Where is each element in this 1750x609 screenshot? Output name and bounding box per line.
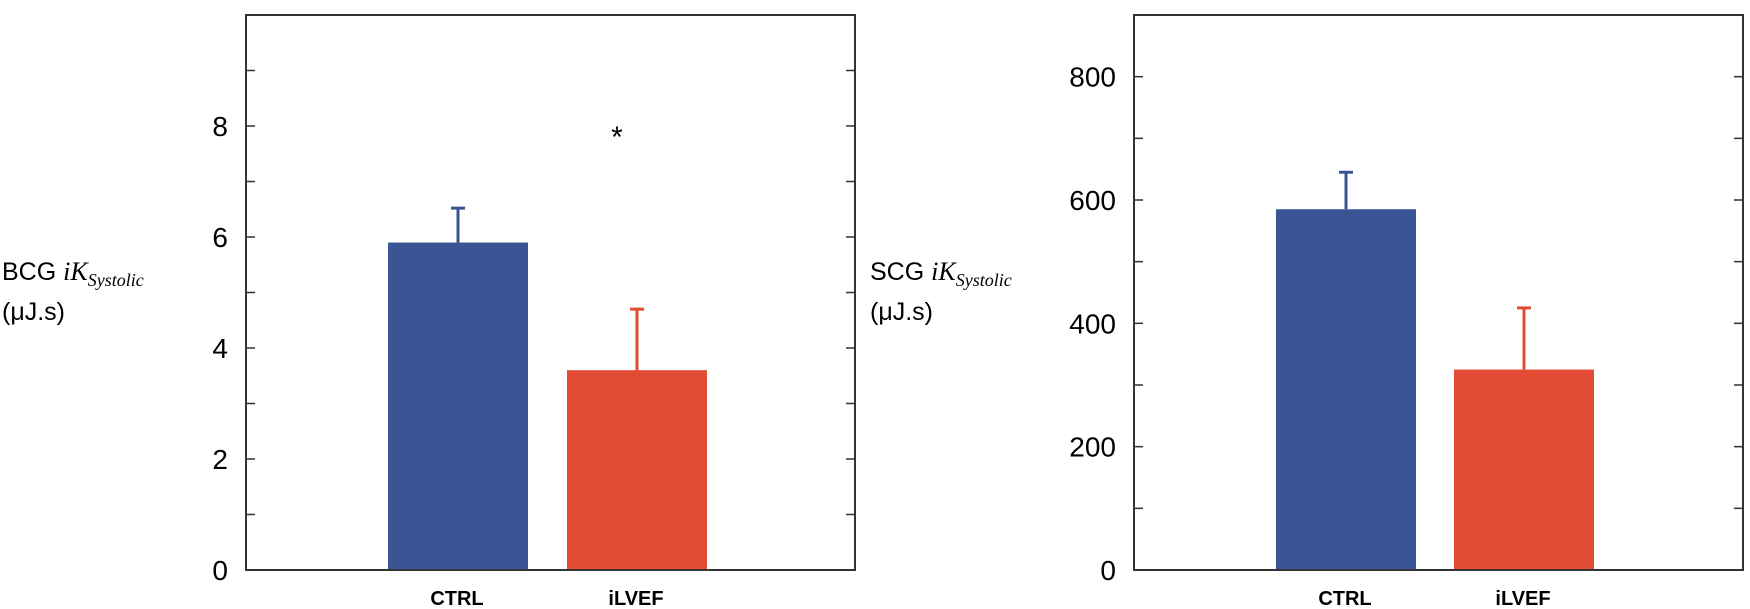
bcg-y-tick-label: 8 bbox=[212, 111, 228, 142]
bcg-annotations: * bbox=[611, 121, 623, 154]
scg-x-tick-label-ilvef: iLVEF bbox=[1495, 588, 1550, 609]
scg-y-axis-label-subscript: Systolic bbox=[956, 270, 1012, 290]
bcg-y-axis-label-math: iK bbox=[63, 257, 89, 286]
bcg-bars bbox=[388, 242, 707, 571]
bcg-y-tick-label: 6 bbox=[212, 222, 228, 253]
scg-bar-ilvef bbox=[1454, 369, 1594, 570]
bcg-significance-marker: * bbox=[611, 121, 623, 154]
scg-x-tick-label-ctrl: CTRL bbox=[1318, 588, 1371, 609]
scg-y-axis-label: SCG iKSystolic bbox=[870, 257, 1012, 290]
bcg-bar-ilvef bbox=[567, 370, 707, 570]
scg-error-bars bbox=[1339, 170, 1531, 370]
bcg-y-tick-label: 0 bbox=[212, 555, 228, 586]
scg-y-axis-label-main: SCG bbox=[870, 258, 931, 286]
scg-bar-ctrl bbox=[1276, 209, 1416, 570]
bcg-y-ticks: 0 2 4 6 8 bbox=[212, 14, 855, 586]
scg-y-tick-label: 600 bbox=[1069, 185, 1116, 216]
scg-y-axis-unit: (μJ.s) bbox=[870, 298, 933, 326]
bcg-y-axis-label: BCG iKSystolic bbox=[2, 257, 144, 290]
bcg-error-bars bbox=[451, 206, 644, 371]
scg-y-axis-label-math: iK bbox=[931, 257, 957, 286]
scg-y-tick-label: 200 bbox=[1069, 432, 1116, 463]
bcg-chart: BCG iKSystolic (μJ.s) 0 2 4 6 8 CTRL iLVEF * bbox=[2, 14, 856, 609]
bcg-y-tick-label: 4 bbox=[212, 333, 228, 364]
scg-y-tick-label: 0 bbox=[1100, 555, 1116, 586]
bcg-plot-frame bbox=[245, 14, 856, 571]
scg-chart: SCG iKSystolic (μJ.s) 0 200 400 600 800 CTRL… bbox=[870, 14, 1744, 609]
scg-bars bbox=[1276, 209, 1594, 570]
scg-y-tick-label: 800 bbox=[1069, 62, 1116, 93]
scg-x-tick-labels: CTRL iLVEF bbox=[1318, 588, 1550, 609]
bcg-y-axis-unit: (μJ.s) bbox=[2, 298, 65, 326]
bcg-y-tick-label: 2 bbox=[212, 444, 228, 475]
bcg-y-axis-label-main: BCG bbox=[2, 258, 63, 286]
scg-y-ticks: 0 200 400 600 800 bbox=[1069, 14, 1743, 586]
bcg-bar-ctrl bbox=[388, 242, 528, 571]
bcg-x-tick-label-ilvef: iLVEF bbox=[608, 588, 663, 609]
scg-plot-frame bbox=[1133, 14, 1744, 571]
bcg-x-tick-labels: CTRL iLVEF bbox=[430, 588, 663, 609]
bcg-x-tick-label-ctrl: CTRL bbox=[430, 588, 483, 609]
bcg-y-axis-label-subscript: Systolic bbox=[88, 270, 144, 290]
scg-y-tick-label: 400 bbox=[1069, 308, 1116, 339]
